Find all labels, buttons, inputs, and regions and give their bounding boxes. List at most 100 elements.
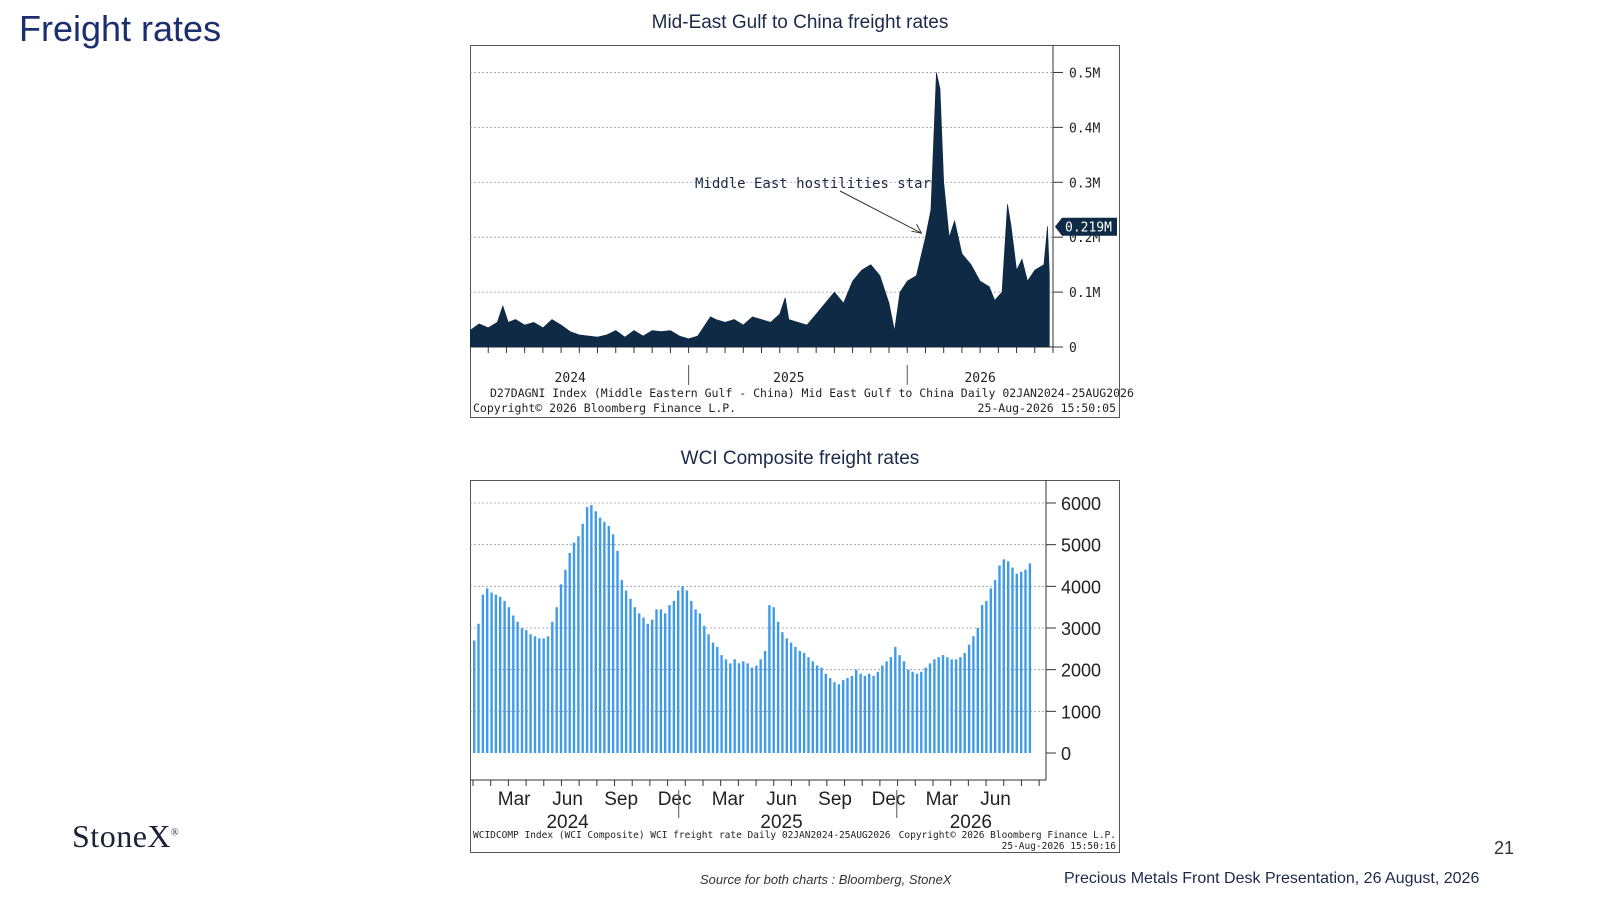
bar [972,636,975,753]
bar [642,617,645,753]
wci-freight-chart: 0 1000 2000 3000 4000 5000 6000 Mar Jun Sep Dec Mar… [470,480,1120,853]
bar [477,623,480,753]
bar [915,673,919,753]
y-tick-label: 0 [1061,744,1071,764]
bar [685,590,689,753]
bar [963,653,966,753]
bar [807,657,810,753]
bar [603,521,606,754]
bar [1020,571,1023,754]
y-tick-label: 1000 [1061,702,1101,722]
year-label: 2024 [546,812,589,833]
chart-title-wci: WCI Composite freight rates [680,448,920,469]
y-tick-label: 0 [1069,341,1077,356]
bar [620,580,623,753]
bar [629,598,632,753]
bar [677,590,680,753]
bar [829,678,832,753]
bar [611,534,615,754]
bar [499,596,502,754]
bar [486,588,489,753]
bar [946,657,949,753]
y-tick-label: 0.4M [1069,121,1100,136]
bar [638,613,641,753]
bar [876,671,880,754]
bar [941,655,945,753]
bar [711,642,715,753]
bar [737,663,741,753]
annotation-arrow [839,190,922,234]
page-title: Freight rates [19,8,222,49]
year-label: 2025 [760,812,802,833]
bar [889,657,893,753]
bar [950,659,953,754]
y-tick-label: 2000 [1061,661,1101,681]
bar [794,646,797,754]
bar [928,663,932,753]
bar [959,657,962,753]
year-label: 2026 [964,371,995,386]
y-tick-label: 0.3M [1069,176,1100,191]
bar [568,553,571,753]
bar [520,628,524,753]
bar [798,650,801,753]
bar [538,638,541,753]
bar [616,550,619,753]
bar [690,600,693,753]
bar [976,628,979,753]
bar [559,584,563,754]
bar [694,609,697,754]
month-label: Mar [926,789,959,810]
bar [881,665,884,753]
bar [998,565,1001,753]
chart-note-left: WCIDCOMP Index (WCI Composite) WCI freig… [473,830,891,841]
bar [724,659,728,754]
bar [572,542,576,753]
bar [833,682,836,753]
bar [564,569,567,753]
bar [850,675,854,753]
bar [490,592,493,753]
y-tick-label: 3000 [1061,619,1101,639]
bar [781,632,784,753]
annotation-arrowhead [911,223,923,234]
bar [533,636,537,753]
bar [937,657,940,753]
bar [863,675,867,753]
bar [802,653,806,753]
bar [581,523,584,753]
logo-mark: ® [171,827,180,839]
bar [894,646,897,754]
bar [789,642,793,753]
month-label: Jun [766,789,797,810]
bar [512,615,515,753]
year-label: 2026 [950,812,992,833]
bar [759,659,762,754]
annotation-text: Middle East hostilities start [695,176,939,192]
bar [993,580,997,753]
bar [746,663,749,753]
page-number: 21 [1494,838,1515,858]
last-value-label: 0.219M [1065,221,1112,236]
chart-note-copyright: Copyright© 2026 Bloomberg Finance L.P. [899,830,1116,841]
source-note: Source for both charts : Bloomberg, Ston… [700,872,952,887]
bar [664,613,667,753]
month-label: Jun [980,789,1011,810]
month-label: Dec [658,789,692,810]
bar [624,590,628,753]
bar [837,684,841,754]
bar [633,607,636,753]
bar [742,661,745,753]
bar [898,655,901,753]
bar [989,588,992,753]
month-label: Mar [498,789,531,810]
month-label: Jun [552,789,583,810]
y-tick-label: 4000 [1061,577,1101,597]
bar [1011,567,1014,753]
bar [872,675,875,753]
month-label: Mar [712,789,745,810]
bar [815,665,819,753]
bar [681,586,684,753]
bar [1015,573,1018,753]
